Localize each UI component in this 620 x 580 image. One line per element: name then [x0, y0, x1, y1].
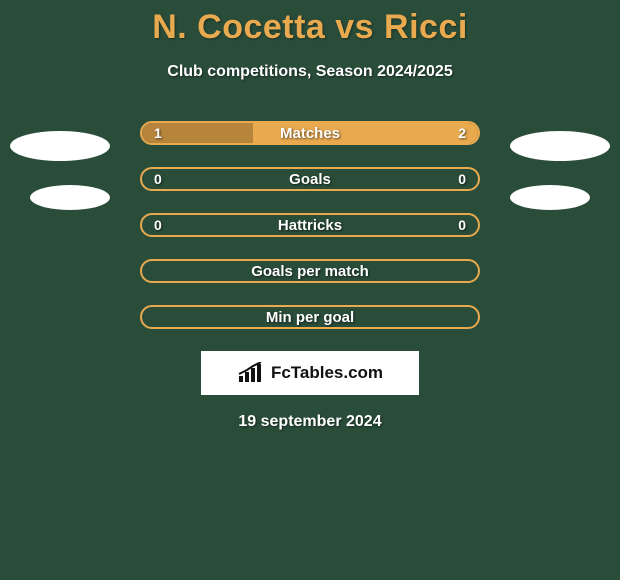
stat-bars: Matches12Goals00Hattricks00Goals per mat…: [140, 121, 480, 329]
stat-row: Goals0 0: [140, 167, 480, 191]
brand-box[interactable]: FcTables.com: [201, 351, 419, 395]
stat-value-right: 2: [458, 123, 466, 143]
stats-area: Matches12Goals00Hattricks00Goals per mat…: [0, 121, 620, 329]
player-left-avatar-1: [10, 131, 110, 161]
date-label: 19 september 2024: [0, 413, 620, 431]
stat-value-left: 1: [154, 123, 162, 143]
stat-label: Goals: [142, 169, 478, 189]
stat-label: Hattricks: [142, 215, 478, 235]
page-title: N. Cocetta vs Ricci: [0, 8, 620, 47]
subtitle: Club competitions, Season 2024/2025: [0, 63, 620, 81]
stat-row: Goals per match: [140, 259, 480, 283]
stat-value-right: 0: [458, 169, 466, 189]
player-right-avatar-1: [510, 131, 610, 161]
stat-value-left: 0: [154, 215, 162, 235]
comparison-card: N. Cocetta vs Ricci Club competitions, S…: [0, 0, 620, 431]
player-left-avatar-2: [30, 185, 110, 210]
stat-value-left: 0: [154, 169, 162, 189]
stat-label: Goals per match: [142, 261, 478, 281]
stat-row: Min per goal: [140, 305, 480, 329]
brand-chart-icon: [237, 362, 265, 384]
stat-label: Min per goal: [142, 307, 478, 327]
player-right-avatar-2: [510, 185, 590, 210]
stat-row: Matches1 2: [140, 121, 480, 145]
brand-text: FcTables.com: [271, 363, 383, 383]
stat-row: Hattricks0 0: [140, 213, 480, 237]
stat-label: Matches: [142, 123, 478, 143]
stat-value-right: 0: [458, 215, 466, 235]
